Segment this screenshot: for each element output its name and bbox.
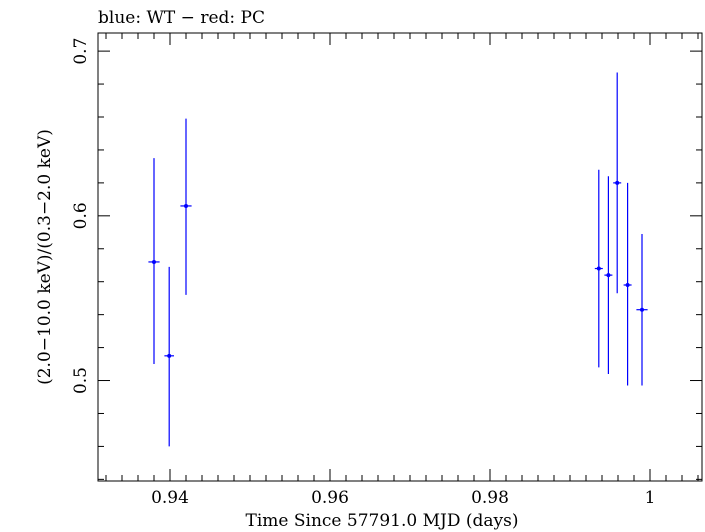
y-axis-title: (2.0−10.0 keV)/(0.3−2.0 keV) [35,129,55,385]
data-point-wt [148,158,160,365]
x-tick-label: 0.94 [151,488,189,508]
x-tick-label: 0.96 [311,488,349,508]
data-point-wt [613,72,622,294]
y-tick-labels: 0.5 0.6 0.7 [71,38,91,394]
y-tick-label: 0.7 [71,38,91,65]
data-point-wt [594,169,603,368]
x-tick-labels: 0.94 0.96 0.98 1 [151,488,655,508]
data-marker [640,307,644,312]
plot-frame [97,32,703,482]
data-marker [615,180,620,185]
data-point-wt [180,118,192,295]
data-point-wt [604,176,613,374]
data-marker [152,259,156,264]
data-point-wt [164,266,174,447]
y-tick-label: 0.6 [71,202,91,229]
y-tick-label: 0.5 [71,367,91,394]
data-marker [184,203,188,208]
axis-ticks [98,33,702,481]
data-marker [167,353,172,358]
data-marker [596,266,601,271]
data-point-wt [636,233,648,386]
data-point-wt [623,182,632,386]
data-marker [625,283,630,287]
x-tick-label: 0.98 [471,488,509,508]
x-tick-label: 1 [645,488,656,508]
x-axis-title: Time Since 57791.0 MJD (days) [246,511,519,531]
data-points [148,72,648,447]
chart-title: blue: WT − red: PC [98,8,265,28]
data-marker [606,273,611,278]
